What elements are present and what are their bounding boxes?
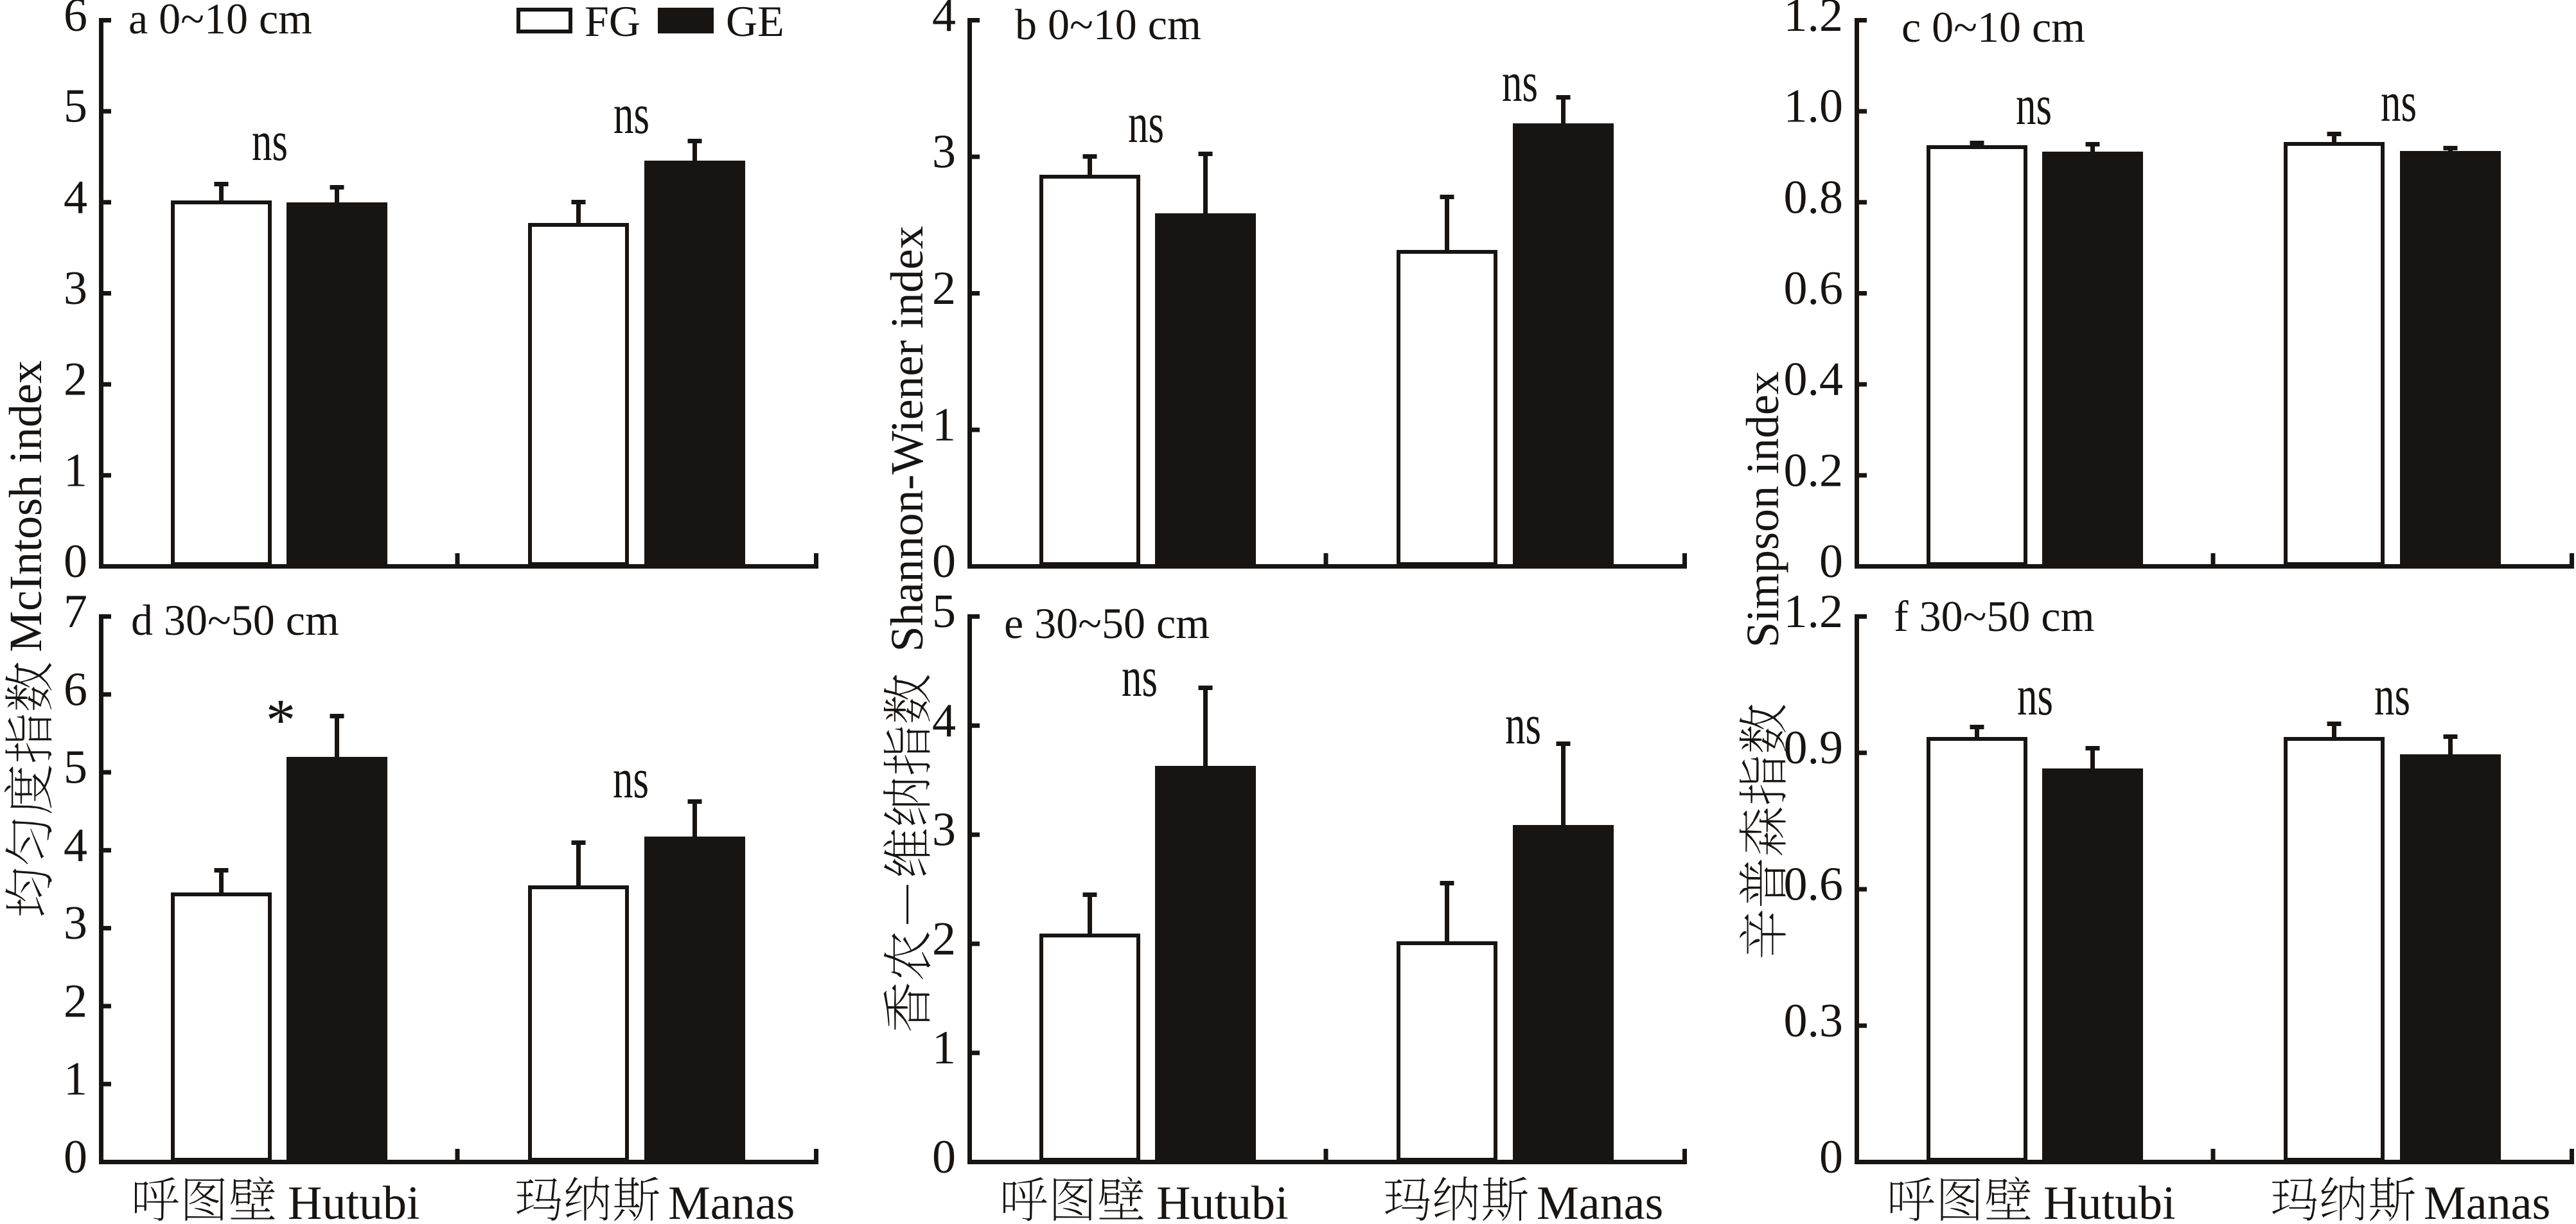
- svg-text:ns: ns: [252, 111, 288, 173]
- svg-text:Hutubi: Hutubi: [288, 1177, 420, 1224]
- svg-text:ns: ns: [2381, 71, 2417, 134]
- svg-text:Hutubi: Hutubi: [1156, 1177, 1289, 1224]
- svg-text:0.9: 0.9: [1784, 722, 1844, 774]
- svg-text:ns: ns: [1128, 93, 1164, 155]
- svg-text:0: 0: [1819, 1131, 1843, 1184]
- svg-text:a 0~10 cm: a 0~10 cm: [128, 0, 312, 43]
- svg-text:0: 0: [64, 535, 87, 588]
- svg-text:Manas: Manas: [668, 1177, 795, 1224]
- svg-text:3: 3: [64, 262, 87, 315]
- svg-text:5: 5: [932, 585, 956, 638]
- svg-text:1.2: 1.2: [1784, 0, 1844, 42]
- svg-text:0: 0: [1819, 535, 1843, 588]
- svg-text:Shannon-Wiener index: Shannon-Wiener index: [881, 226, 933, 652]
- svg-text:ns: ns: [2374, 665, 2410, 727]
- svg-text:4: 4: [932, 695, 956, 747]
- svg-text:e 30~50 cm: e 30~50 cm: [1004, 599, 1210, 648]
- svg-text:McIntosh index: McIntosh index: [0, 360, 51, 652]
- svg-text:2: 2: [64, 353, 87, 406]
- svg-text:1: 1: [932, 1022, 956, 1074]
- svg-text:ns: ns: [1505, 694, 1541, 756]
- svg-text:5: 5: [64, 80, 87, 133]
- svg-text:2: 2: [932, 262, 956, 315]
- svg-text:4: 4: [64, 171, 87, 224]
- svg-text:Simpson index: Simpson index: [1737, 371, 1788, 648]
- svg-text:0.8: 0.8: [1784, 171, 1844, 224]
- svg-text:f 30~50 cm: f 30~50 cm: [1894, 592, 2095, 641]
- svg-text:ns: ns: [613, 84, 649, 146]
- svg-text:0.2: 0.2: [1784, 444, 1844, 497]
- svg-text:1: 1: [64, 1053, 87, 1106]
- svg-text:GE: GE: [726, 0, 784, 46]
- svg-text:6: 6: [64, 0, 87, 42]
- svg-text:FG: FG: [585, 0, 640, 46]
- svg-text:0: 0: [932, 535, 956, 588]
- svg-text:1: 1: [64, 444, 87, 497]
- svg-text:3: 3: [932, 804, 956, 856]
- svg-text:ns: ns: [2017, 665, 2053, 727]
- svg-text:6: 6: [64, 663, 87, 716]
- svg-text:2: 2: [932, 912, 956, 965]
- svg-text:ns: ns: [613, 748, 649, 810]
- svg-text:2: 2: [64, 975, 87, 1027]
- svg-text:0.6: 0.6: [1784, 858, 1844, 911]
- svg-text:0: 0: [932, 1131, 956, 1184]
- svg-text:*: *: [266, 687, 296, 754]
- svg-text:1: 1: [932, 399, 956, 452]
- svg-text:Manas: Manas: [2424, 1177, 2550, 1224]
- svg-text:1.0: 1.0: [1784, 80, 1844, 133]
- svg-text:b 0~10 cm: b 0~10 cm: [1015, 0, 1201, 49]
- svg-text:3: 3: [932, 126, 956, 179]
- svg-text:d 30~50 cm: d 30~50 cm: [131, 596, 339, 644]
- svg-text:0: 0: [64, 1131, 87, 1184]
- svg-text:3: 3: [64, 897, 87, 950]
- svg-text:4: 4: [64, 819, 87, 872]
- svg-text:4: 4: [932, 0, 956, 42]
- svg-text:Manas: Manas: [1537, 1177, 1663, 1224]
- svg-text:0.6: 0.6: [1784, 262, 1844, 315]
- svg-text:c 0~10 cm: c 0~10 cm: [1901, 3, 2085, 51]
- svg-text:0.3: 0.3: [1784, 995, 1844, 1047]
- svg-text:ns: ns: [1122, 646, 1158, 709]
- svg-text:0.4: 0.4: [1784, 353, 1844, 406]
- svg-text:ns: ns: [2016, 75, 2052, 137]
- svg-text:7: 7: [64, 585, 87, 638]
- svg-text:Hutubi: Hutubi: [2043, 1177, 2176, 1224]
- svg-text:ns: ns: [1502, 51, 1538, 114]
- svg-text:5: 5: [64, 741, 87, 794]
- svg-text:1.2: 1.2: [1784, 585, 1844, 638]
